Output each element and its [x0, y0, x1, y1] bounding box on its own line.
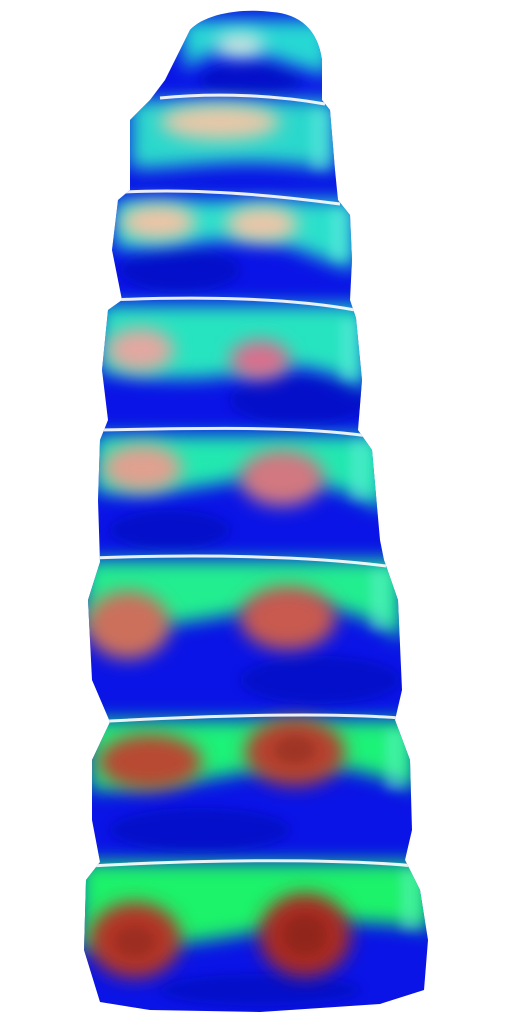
heatmap-scan	[84, 10, 428, 1013]
stacked-segment-figure	[84, 10, 428, 1013]
